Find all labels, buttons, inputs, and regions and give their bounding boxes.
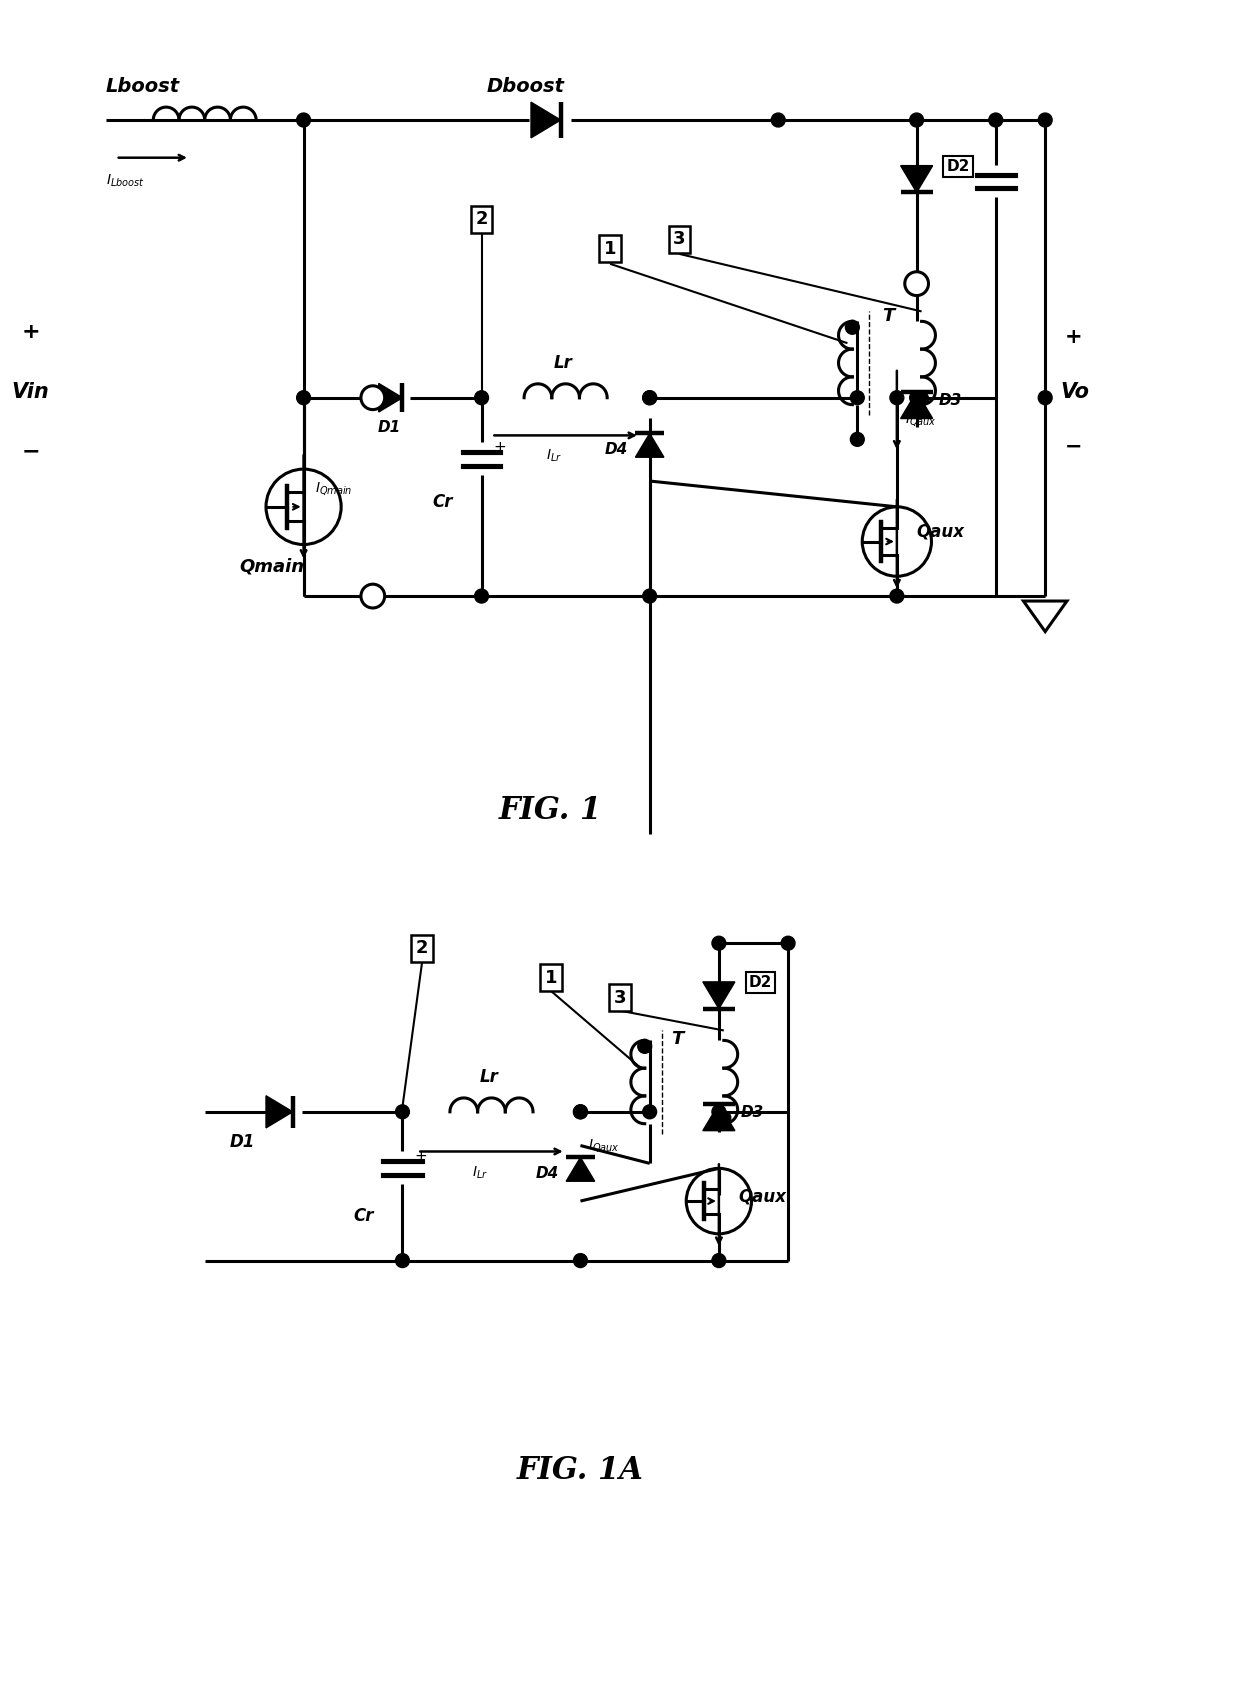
Text: Lr: Lr: [480, 1067, 498, 1086]
Circle shape: [637, 1040, 652, 1054]
Circle shape: [574, 1254, 588, 1267]
Polygon shape: [378, 383, 403, 412]
Text: Lboost: Lboost: [105, 78, 180, 97]
Circle shape: [361, 584, 384, 608]
Circle shape: [1038, 113, 1052, 127]
Circle shape: [642, 391, 657, 405]
Text: 2: 2: [475, 210, 487, 229]
Text: T: T: [671, 1030, 683, 1049]
Polygon shape: [531, 102, 560, 137]
Text: D4: D4: [605, 442, 629, 457]
Text: 3: 3: [614, 989, 626, 1006]
Circle shape: [712, 1104, 725, 1118]
Text: $I_{Lr}$: $I_{Lr}$: [546, 447, 562, 464]
Circle shape: [851, 432, 864, 446]
Circle shape: [296, 391, 310, 405]
Text: $I_{Lboost}$: $I_{Lboost}$: [105, 173, 145, 188]
Text: $I_{Qaux}$: $I_{Qaux}$: [905, 412, 936, 429]
Circle shape: [1038, 391, 1052, 405]
Text: +: +: [22, 322, 41, 342]
Text: Lr: Lr: [554, 354, 573, 373]
Circle shape: [712, 1254, 725, 1267]
Circle shape: [574, 1104, 588, 1118]
Polygon shape: [703, 983, 735, 1008]
Text: Vin: Vin: [12, 381, 50, 401]
Text: $I_{Qaux}$: $I_{Qaux}$: [588, 1137, 620, 1154]
Text: FIG. 1: FIG. 1: [500, 794, 603, 827]
Text: −: −: [22, 440, 41, 461]
Text: Cr: Cr: [353, 1206, 373, 1225]
Text: D2: D2: [946, 159, 970, 174]
Circle shape: [361, 386, 384, 410]
Circle shape: [771, 113, 785, 127]
Polygon shape: [900, 166, 932, 193]
Text: Dboost: Dboost: [486, 78, 564, 97]
Text: Vo: Vo: [1060, 381, 1089, 401]
Text: 1: 1: [604, 241, 616, 257]
Text: D1: D1: [229, 1133, 254, 1150]
Text: Qaux: Qaux: [739, 1187, 786, 1204]
Text: Cr: Cr: [432, 493, 453, 512]
Circle shape: [642, 590, 657, 603]
Text: +: +: [414, 1150, 427, 1164]
Text: T: T: [882, 307, 894, 325]
Text: D3: D3: [740, 1104, 764, 1120]
Text: $I_{Qmain}$: $I_{Qmain}$: [315, 481, 353, 498]
Circle shape: [846, 320, 859, 334]
Text: −: −: [1065, 437, 1083, 456]
Text: +: +: [1065, 327, 1083, 347]
Circle shape: [642, 1104, 657, 1118]
Polygon shape: [267, 1096, 293, 1128]
Circle shape: [781, 937, 795, 950]
Circle shape: [910, 391, 924, 405]
Polygon shape: [567, 1157, 595, 1181]
Circle shape: [905, 271, 929, 295]
Circle shape: [890, 590, 904, 603]
Circle shape: [851, 391, 864, 405]
Circle shape: [717, 1111, 730, 1125]
Text: D1: D1: [378, 420, 401, 435]
Text: $I_{Lr}$: $I_{Lr}$: [471, 1164, 487, 1181]
Text: 3: 3: [673, 230, 686, 247]
Polygon shape: [635, 434, 663, 457]
Circle shape: [642, 391, 657, 405]
Circle shape: [574, 1104, 588, 1118]
Text: Qmain: Qmain: [239, 557, 305, 576]
Circle shape: [712, 937, 725, 950]
Text: D3: D3: [939, 393, 962, 408]
Text: 1: 1: [544, 969, 557, 988]
Text: Qaux: Qaux: [916, 522, 965, 540]
Circle shape: [296, 113, 310, 127]
Circle shape: [475, 590, 489, 603]
Text: D2: D2: [749, 976, 773, 991]
Text: 2: 2: [415, 938, 429, 957]
Circle shape: [910, 113, 924, 127]
Circle shape: [890, 391, 904, 405]
Circle shape: [915, 391, 929, 405]
Circle shape: [988, 113, 1003, 127]
Circle shape: [396, 1254, 409, 1267]
Circle shape: [475, 391, 489, 405]
Polygon shape: [703, 1104, 735, 1130]
Text: D4: D4: [536, 1165, 559, 1181]
Text: +: +: [494, 440, 506, 456]
Polygon shape: [900, 391, 932, 418]
Circle shape: [396, 1104, 409, 1118]
Text: FIG. 1A: FIG. 1A: [517, 1455, 644, 1486]
